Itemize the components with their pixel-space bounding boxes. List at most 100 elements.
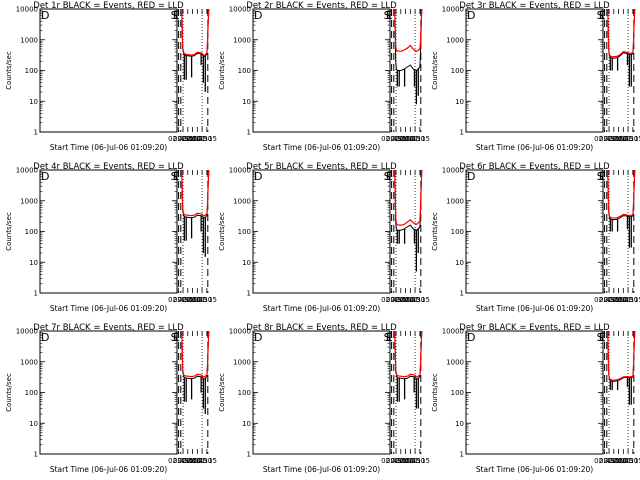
x-tick-label: 02:15 <box>391 457 411 465</box>
x-tick-label: 01:15 <box>410 296 430 304</box>
marker-e: E <box>599 170 606 183</box>
y-tick-label: 100 <box>451 67 464 75</box>
y-tick-label: 10000 <box>442 6 464 14</box>
x-tick-label: 01:15 <box>197 135 217 143</box>
x-axis-label: Start Time (06-Jul-06 01:09:20) <box>476 465 593 474</box>
y-tick-label: 100 <box>451 228 464 236</box>
y-tick-label: 1000 <box>20 197 38 205</box>
series-line-events <box>394 330 423 380</box>
marker-e: E <box>386 170 393 183</box>
chart-panel-1: Det 1r BLACK = Events, RED = LLD Counts/s… <box>5 1 217 152</box>
marker-s: S <box>597 170 604 183</box>
x-tick-label: 02:00 <box>608 135 628 143</box>
x-tick-label: 02:45 <box>381 457 401 465</box>
y-tick-label: 10 <box>242 259 251 267</box>
x-tick-label: 02:45 <box>168 457 188 465</box>
y-tick-label: 10000 <box>442 328 464 336</box>
x-tick-label: 01:15 <box>197 457 217 465</box>
x-tick-label: 01:30 <box>618 296 638 304</box>
series-line-lld <box>394 169 423 226</box>
x-axis-label: Start Time (06-Jul-06 01:09:20) <box>476 143 593 152</box>
series-line-events <box>607 169 636 221</box>
x-tick-label: 01:45 <box>187 457 207 465</box>
series-line-lld <box>394 8 423 53</box>
x-tick-label: 01:30 <box>192 135 212 143</box>
marker-d: D <box>467 170 475 183</box>
y-tick-label: 10000 <box>16 6 38 14</box>
y-tick-label: 1 <box>460 290 464 298</box>
y-tick-label: 1000 <box>233 36 251 44</box>
x-tick-label: 02:00 <box>182 296 202 304</box>
x-tick-label: 01:45 <box>400 457 420 465</box>
x-tick-label: 01:30 <box>405 135 425 143</box>
x-tick-label: 02:30 <box>599 296 619 304</box>
marker-s: S <box>384 9 391 22</box>
x-axis-label: Start Time (06-Jul-06 01:09:20) <box>50 304 167 313</box>
marker-s: S <box>171 331 178 344</box>
y-tick-label: 10000 <box>16 328 38 336</box>
x-tick-label: 01:45 <box>187 296 207 304</box>
series-line-events <box>181 169 210 219</box>
marker-d: D <box>41 331 49 344</box>
y-tick-label: 100 <box>25 389 38 397</box>
plot-frame <box>252 8 391 133</box>
y-axis-label: Counts/sec <box>218 212 226 251</box>
marker-e: E <box>386 9 393 22</box>
x-tick-label: 02:30 <box>599 457 619 465</box>
x-tick-label: 01:15 <box>623 135 640 143</box>
marker-d: D <box>41 9 49 22</box>
panel-title: Det 2r BLACK = Events, RED = LLD <box>246 1 397 11</box>
marker-s: S <box>384 170 391 183</box>
panel-title: Det 8r BLACK = Events, RED = LLD <box>246 323 397 333</box>
x-tick-label: 01:30 <box>618 135 638 143</box>
y-tick-label: 10000 <box>229 6 251 14</box>
y-tick-label: 1000 <box>233 197 251 205</box>
y-tick-label: 10 <box>455 98 464 106</box>
x-axis-label: Start Time (06-Jul-06 01:09:20) <box>50 143 167 152</box>
y-tick-label: 10000 <box>16 167 38 175</box>
x-tick-label: 02:15 <box>604 457 624 465</box>
series-line-events <box>607 8 636 59</box>
x-tick-label: 02:30 <box>173 135 193 143</box>
x-axis-label: Start Time (06-Jul-06 01:09:20) <box>263 465 380 474</box>
panel-title: Det 9r BLACK = Events, RED = LLD <box>459 323 610 333</box>
x-axis-label: Start Time (06-Jul-06 01:09:20) <box>263 304 380 313</box>
chart-panel-2: Det 2r BLACK = Events, RED = LLD Counts/s… <box>218 1 430 152</box>
y-tick-label: 1 <box>247 129 251 137</box>
y-axis-label: Counts/sec <box>5 51 13 90</box>
y-axis-label: Counts/sec <box>218 373 226 412</box>
series-line-events <box>394 8 423 72</box>
series-line-events <box>181 330 210 380</box>
panel-title: Det 6r BLACK = Events, RED = LLD <box>459 162 610 172</box>
x-tick-label: 02:30 <box>386 296 406 304</box>
x-tick-label: 02:30 <box>173 457 193 465</box>
x-tick-label: 02:45 <box>594 135 614 143</box>
plot-frame <box>39 330 178 455</box>
chart-panel-4: Det 4r BLACK = Events, RED = LLD Counts/s… <box>5 162 217 313</box>
y-tick-label: 10 <box>242 98 251 106</box>
x-tick-label: 02:00 <box>395 296 415 304</box>
x-tick-label: 02:45 <box>381 135 401 143</box>
marker-d: D <box>467 331 475 344</box>
x-tick-label: 02:15 <box>391 296 411 304</box>
chart-panel-7: Det 7r BLACK = Events, RED = LLD Counts/s… <box>5 323 217 474</box>
y-axis-label: Counts/sec <box>431 212 439 251</box>
y-tick-label: 1 <box>34 290 38 298</box>
x-tick-label: 01:45 <box>400 296 420 304</box>
x-tick-label: 01:30 <box>192 296 212 304</box>
y-tick-label: 1000 <box>446 36 464 44</box>
marker-d: D <box>254 331 262 344</box>
y-tick-label: 10 <box>29 259 38 267</box>
x-axis-label: Start Time (06-Jul-06 01:09:20) <box>263 143 380 152</box>
marker-d: D <box>254 170 262 183</box>
plot-frame <box>465 8 604 133</box>
marker-s: S <box>597 9 604 22</box>
y-tick-label: 100 <box>238 228 251 236</box>
x-tick-label: 02:00 <box>608 296 628 304</box>
x-tick-label: 02:00 <box>395 457 415 465</box>
y-tick-label: 1 <box>247 290 251 298</box>
series-line-lld <box>394 330 423 378</box>
plot-frame <box>465 169 604 294</box>
panel-title: Det 1r BLACK = Events, RED = LLD <box>33 1 184 11</box>
